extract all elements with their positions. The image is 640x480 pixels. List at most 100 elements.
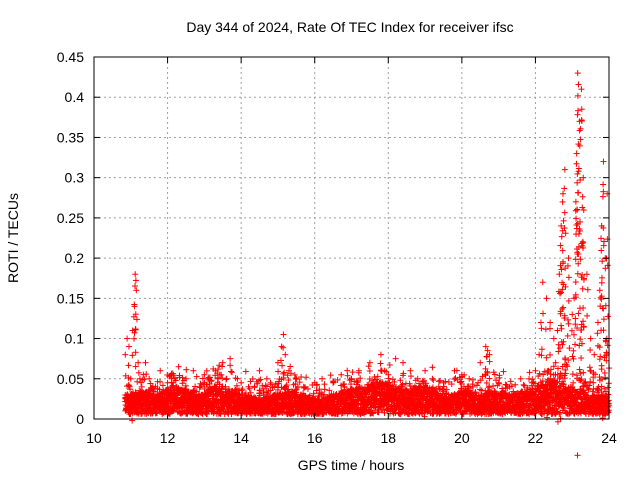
data-point [558, 322, 565, 329]
data-point [594, 319, 601, 326]
data-point [574, 170, 581, 177]
data-point [287, 363, 294, 370]
y-tick-label: 0.25 [57, 210, 84, 226]
data-point [392, 355, 399, 362]
data-point [543, 414, 550, 421]
data-point [600, 181, 607, 188]
data-point [366, 367, 373, 374]
data-point [565, 255, 572, 262]
data-point [466, 375, 473, 382]
data-point [486, 358, 493, 365]
data-point [597, 294, 604, 301]
data-point [575, 189, 582, 196]
data-point [193, 373, 200, 380]
data-point [578, 86, 585, 93]
data-point [157, 378, 164, 385]
data-point [278, 343, 285, 350]
data-point [573, 150, 580, 157]
y-tick-label: 0.4 [65, 89, 85, 105]
data-point [486, 375, 493, 382]
data-point [574, 206, 581, 213]
data-point [435, 378, 442, 385]
data-point [546, 325, 553, 332]
data-point [587, 378, 594, 385]
data-point [580, 239, 587, 246]
data-point [537, 319, 544, 326]
data-point [134, 378, 141, 385]
data-point [469, 383, 476, 390]
data-point [559, 198, 566, 205]
data-point [263, 375, 270, 382]
data-point [587, 347, 594, 354]
data-point [584, 286, 591, 293]
data-point [136, 375, 143, 382]
data-point [132, 349, 139, 356]
data-point [183, 366, 190, 373]
data-point [477, 359, 484, 366]
data-point [223, 375, 230, 382]
x-tick-label: 12 [160, 430, 176, 446]
data-point [550, 335, 557, 342]
x-axis-label: GPS time / hours [298, 457, 405, 473]
data-point [125, 343, 132, 350]
data-point [591, 351, 598, 358]
data-point [129, 352, 136, 359]
data-point [539, 279, 546, 286]
data-point [572, 315, 579, 322]
data-point [583, 271, 590, 278]
data-point [142, 359, 149, 366]
data-point [561, 166, 568, 173]
data-point [565, 320, 572, 327]
y-tick-label: 0.2 [65, 250, 85, 266]
data-point [564, 332, 571, 339]
data-point [584, 312, 591, 319]
data-point [586, 364, 593, 371]
data-point [575, 310, 582, 317]
data-point [572, 207, 579, 214]
data-point [227, 355, 234, 362]
data-point [574, 70, 581, 77]
data-point [407, 367, 414, 374]
data-point [238, 379, 245, 386]
data-point [349, 369, 356, 376]
data-point [574, 179, 581, 186]
data-point [580, 318, 587, 325]
data-point [540, 310, 547, 317]
data-point [365, 363, 372, 370]
data-point [573, 222, 580, 229]
data-point [229, 369, 236, 376]
data-point [507, 378, 514, 385]
data-point [129, 417, 136, 424]
data-point [321, 381, 328, 388]
y-tick-label: 0.15 [57, 290, 84, 306]
data-point [569, 311, 576, 318]
data-point [338, 371, 345, 378]
data-point [132, 326, 139, 333]
data-point [590, 379, 597, 386]
y-tick-label: 0.45 [57, 49, 84, 65]
data-point [319, 375, 326, 382]
data-point [600, 316, 607, 323]
data-point [547, 351, 554, 358]
data-point [133, 287, 140, 294]
data-point [517, 375, 524, 382]
data-point [579, 285, 586, 292]
data-point [560, 190, 567, 197]
data-point [558, 233, 565, 240]
data-point [574, 111, 581, 118]
data-point [173, 395, 180, 402]
data-point [569, 371, 576, 378]
data-point [430, 377, 437, 384]
data-point [457, 379, 464, 386]
data-point [526, 369, 533, 376]
data-point [561, 185, 568, 192]
y-tick-label: 0.35 [57, 129, 84, 145]
y-axis-label: ROTI / TECUs [5, 193, 21, 283]
x-tick-label: 20 [454, 430, 470, 446]
data-point [598, 279, 605, 286]
x-tick-label: 22 [528, 430, 544, 446]
chart-title: Day 344 of 2024, Rate Of TEC Index for r… [186, 19, 513, 35]
data-point [572, 279, 579, 286]
data-point [377, 360, 384, 367]
